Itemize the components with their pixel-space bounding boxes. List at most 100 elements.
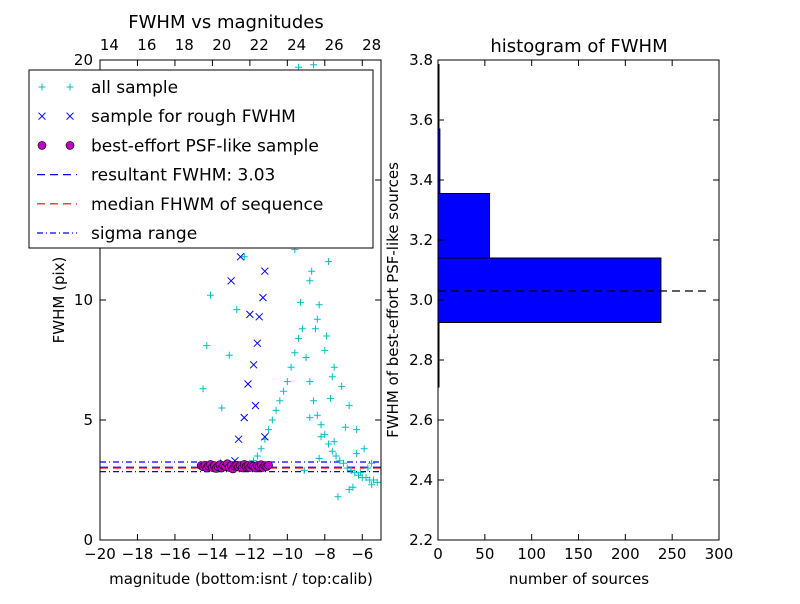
- point-0-39: [343, 464, 351, 472]
- left-chart-title: FWHM vs magnitudes: [128, 12, 323, 33]
- y-tick-label: 10: [74, 291, 93, 309]
- point-0-89: [296, 298, 304, 306]
- x-tick-label: −8: [314, 545, 336, 563]
- top-tick-label: 24: [287, 36, 306, 54]
- point-0-100: [368, 481, 376, 489]
- y-tick-label: 3.0: [409, 291, 433, 309]
- x-tick-label: −6: [351, 545, 373, 563]
- legend-marker: [65, 141, 75, 150]
- point-0-25: [291, 349, 299, 357]
- histogram-bar: [438, 193, 491, 259]
- point-0-33: [321, 430, 329, 438]
- y-tick-label: 2.4: [409, 471, 433, 489]
- x-tick-label: 200: [611, 545, 640, 563]
- point-1-8: [255, 312, 264, 321]
- left-top-ticks: 14 16 18 20 22 24 26 28: [100, 36, 381, 54]
- legend-label: sigma range: [91, 224, 197, 244]
- right-chart-title: histogram of FWHM: [490, 36, 667, 57]
- top-tick-label: 14: [100, 36, 119, 54]
- legend-items: all sample sample for rough FWHM best-effo…: [37, 78, 323, 244]
- point-0-50: [207, 291, 215, 299]
- y-tick-label: 3.6: [409, 111, 433, 129]
- point-0-27: [298, 325, 306, 333]
- point-0-38: [340, 459, 348, 467]
- point-0-69: [345, 402, 353, 410]
- left-plot-data: [100, 61, 381, 501]
- legend-marker: [66, 112, 74, 121]
- point-1-9: [259, 293, 267, 302]
- legend-label: resultant FWHM: 3.03: [91, 166, 275, 186]
- point-1-18: [251, 401, 260, 410]
- legend-marker: [38, 112, 46, 121]
- y-tick-label: 3.8: [409, 51, 433, 69]
- point-0-79: [306, 277, 314, 285]
- point-1-5: [244, 380, 252, 388]
- point-0-94: [330, 438, 338, 446]
- point-0-66: [323, 332, 331, 340]
- left-x-axis-label: magnitude (bottom:isnt / top:calib): [109, 570, 373, 588]
- left-y-axis-label: FWHM (pix): [50, 257, 68, 344]
- top-tick-label: 16: [137, 36, 156, 54]
- legend-label: all sample: [91, 78, 178, 98]
- x-tick-label: −20: [84, 545, 116, 563]
- point-0-70: [353, 426, 361, 434]
- y-tick-label: 2.8: [409, 351, 433, 369]
- point-0-55: [240, 253, 248, 261]
- point-0-49: [203, 342, 211, 350]
- point-0-101: [334, 493, 342, 501]
- point-1-6: [249, 360, 258, 369]
- legend-box: [28, 69, 374, 249]
- point-0-90: [311, 325, 319, 333]
- point-0-31: [313, 411, 321, 419]
- fwhm-histogram-axes: 0 50 100 150 200 250 300 2.2 2.4 2.6 2.8 3.0 3.2 3.4…: [384, 36, 733, 588]
- point-0-64: [308, 267, 316, 275]
- x-tick-label: −18: [122, 545, 154, 563]
- point-1-17: [246, 310, 254, 319]
- x-tick-label: 0: [433, 545, 443, 563]
- point-0-68: [338, 382, 346, 390]
- legend-entry: best-effort PSF-like sample: [37, 136, 319, 156]
- point-0-21: [276, 397, 284, 405]
- point-1-16: [227, 276, 235, 285]
- point-0-86: [325, 258, 333, 266]
- point-0-47: [373, 478, 381, 486]
- legend-label: sample for rough FWHM: [91, 107, 296, 127]
- left-x-ticks: −20 −18 −16 −14 −12 −10 −8 −6: [84, 60, 373, 563]
- x-tick-label: −10: [272, 545, 304, 563]
- y-tick-label: 3.4: [409, 171, 433, 189]
- point-0-37: [336, 457, 344, 465]
- point-0-88: [317, 433, 325, 441]
- point-1-19: [260, 432, 269, 441]
- x-tick-label: −16: [159, 545, 191, 563]
- series-2: [196, 459, 273, 474]
- point-0-80: [313, 315, 321, 323]
- legend-label: median FHWM of sequence: [91, 195, 323, 215]
- point-0-99: [356, 469, 364, 477]
- point-1-7: [253, 339, 262, 348]
- point-0-95: [341, 423, 349, 431]
- legend-entry: resultant FWHM: 3.03: [37, 166, 275, 186]
- point-0-98: [349, 483, 357, 491]
- point-1-4: [240, 413, 249, 422]
- point-0-20: [272, 406, 280, 414]
- y-tick-label: 5: [83, 411, 93, 429]
- legend-marker: [66, 83, 74, 91]
- point-0-102: [345, 486, 353, 494]
- point-1-10: [260, 267, 269, 276]
- y-tick-label: 0: [83, 531, 93, 549]
- point-0-92: [300, 466, 308, 474]
- y-tick-label: 3.2: [409, 231, 433, 249]
- x-tick-label: 300: [705, 545, 734, 563]
- top-tick-label: 22: [250, 36, 269, 54]
- point-0-87: [306, 414, 314, 422]
- top-tick-label: 20: [212, 36, 231, 54]
- point-0-72: [368, 459, 376, 467]
- y-tick-label: 2.6: [409, 411, 433, 429]
- point-0-16: [257, 445, 265, 453]
- x-tick-label: 150: [564, 545, 593, 563]
- point-0-44: [362, 474, 370, 482]
- right-y-ticks: 2.2 2.4 2.6 2.8 3.0 3.2 3.4 3.6 3.8: [409, 51, 719, 549]
- point-0-91: [326, 394, 334, 402]
